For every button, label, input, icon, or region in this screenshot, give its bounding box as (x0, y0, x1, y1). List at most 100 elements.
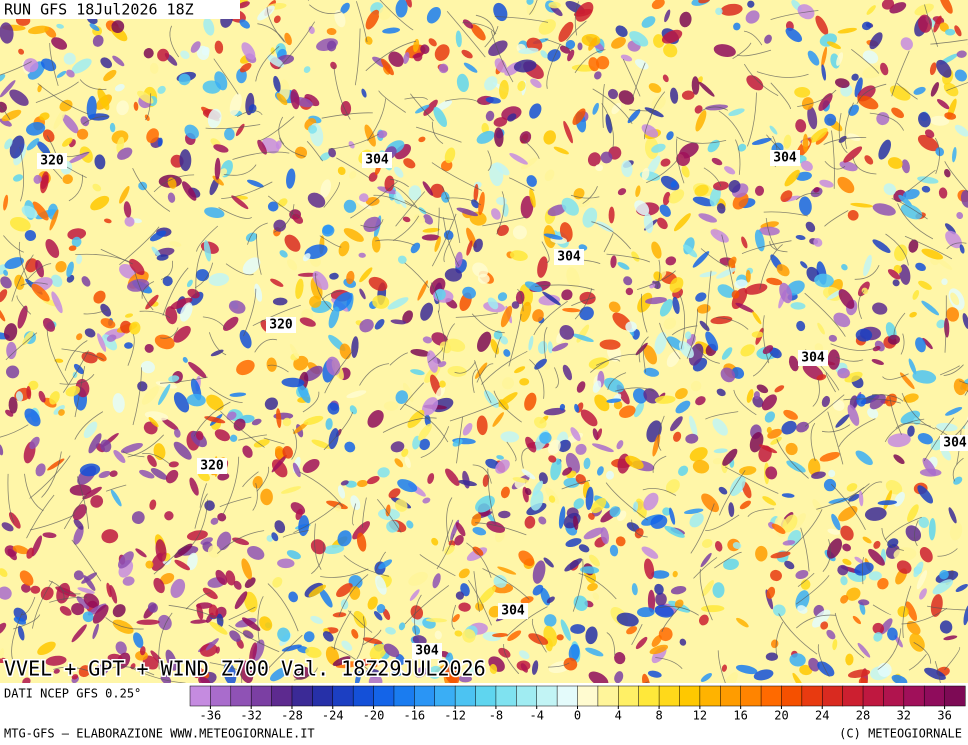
field-blob (558, 21, 574, 42)
field-blob (129, 258, 145, 276)
field-blob (122, 576, 135, 586)
field-blob (208, 273, 230, 286)
streamline (622, 58, 641, 97)
field-blob (857, 642, 871, 658)
field-blob (543, 130, 556, 145)
field-blob (587, 582, 598, 592)
field-blob (711, 157, 723, 166)
field-blob (409, 589, 420, 601)
field-blob (40, 586, 54, 601)
field-blob (143, 48, 154, 59)
field-blob (887, 334, 900, 345)
field-blob (827, 349, 840, 370)
field-blob (340, 480, 349, 486)
field-blob (484, 76, 498, 91)
field-blob (224, 128, 235, 141)
field-blob (524, 392, 537, 411)
field-blob (299, 317, 316, 327)
field-blob (22, 677, 31, 683)
field-blob (813, 238, 823, 247)
field-blob (1, 109, 22, 122)
field-blob (287, 259, 298, 271)
contour-label: 304 (415, 644, 439, 659)
streamline (430, 282, 440, 313)
field-blob (146, 128, 159, 144)
streamline (236, 110, 263, 117)
field-blob (792, 672, 805, 683)
field-blob (133, 101, 139, 111)
field-blob (412, 635, 427, 646)
streamline (451, 604, 457, 630)
field-blob (0, 444, 4, 456)
field-blob (668, 189, 685, 204)
field-blob (139, 469, 155, 479)
field-blob (29, 436, 40, 450)
field-blob (734, 279, 748, 289)
field-blob (872, 302, 888, 315)
field-blob (241, 558, 252, 580)
field-blob (607, 88, 619, 100)
streamline (414, 594, 422, 636)
field-blob (828, 469, 836, 478)
streamline (11, 254, 34, 302)
field-blob (157, 137, 163, 147)
field-blob (800, 160, 813, 172)
field-blob (944, 169, 951, 178)
field-blob (720, 367, 736, 383)
field-blob (887, 269, 901, 280)
field-blob (207, 108, 222, 129)
field-blob (61, 114, 79, 134)
field-blob (919, 588, 927, 600)
field-blob (361, 658, 370, 666)
field-blob (585, 486, 594, 511)
field-blob (493, 574, 508, 588)
field-blob (229, 93, 242, 116)
field-blob (666, 351, 680, 368)
streamline (804, 394, 845, 427)
field-blob (454, 534, 464, 546)
field-blob (876, 112, 890, 126)
streamline (309, 4, 342, 14)
colorbar-swatch (821, 685, 844, 707)
streamline (278, 137, 306, 157)
field-blob (520, 157, 538, 170)
field-blob (543, 557, 554, 568)
field-blob (368, 276, 388, 291)
field-blob (811, 471, 826, 479)
streamline (160, 260, 174, 280)
streamline (282, 530, 309, 538)
field-blob (26, 122, 46, 136)
field-blob (606, 398, 622, 403)
streamline (338, 574, 369, 617)
streamline (247, 222, 268, 245)
streamline (885, 233, 909, 266)
field-blob (68, 245, 77, 251)
streamline (517, 289, 524, 312)
field-blob (239, 19, 250, 29)
field-blob (100, 57, 113, 69)
field-blob (433, 106, 448, 127)
field-blob (337, 530, 352, 547)
field-blob (698, 614, 709, 626)
field-blob (428, 665, 443, 679)
field-blob (269, 667, 288, 682)
colorbar-tick-label: 36 (937, 709, 951, 723)
field-blob (472, 527, 487, 536)
streamline (442, 519, 454, 552)
contour-label-box (940, 435, 968, 451)
field-blob (788, 355, 799, 372)
field-blob (917, 485, 934, 504)
field-blob (229, 392, 247, 397)
field-blob (422, 227, 440, 233)
field-blob (578, 544, 590, 553)
streamline (209, 662, 238, 671)
streamline (18, 241, 32, 287)
streamline (848, 486, 865, 504)
contour-label-box (362, 152, 392, 168)
field-blob (24, 230, 37, 241)
field-blob (538, 19, 556, 35)
field-blob (643, 344, 658, 365)
streamline (63, 494, 88, 530)
field-blob (946, 307, 960, 322)
streamline (786, 509, 823, 553)
